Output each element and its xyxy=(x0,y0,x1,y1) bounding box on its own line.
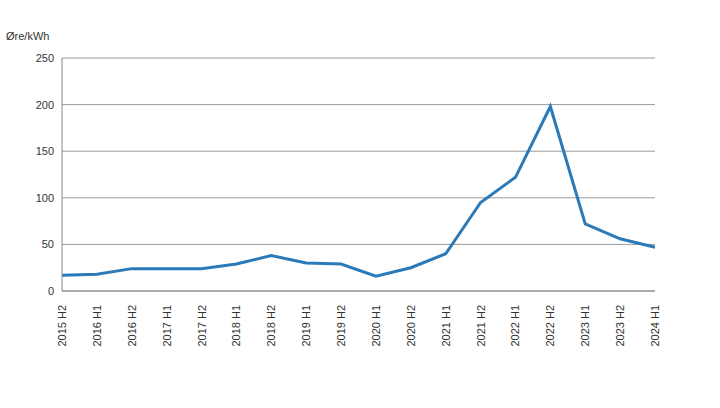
svg-text:150: 150 xyxy=(36,145,54,157)
svg-text:2021 H2: 2021 H2 xyxy=(475,305,487,347)
html-text:Øre/kWh: Øre/kWh xyxy=(6,30,50,42)
svg-text:2023 H1: 2023 H1 xyxy=(579,305,591,347)
svg-text:50: 50 xyxy=(42,238,54,250)
svg-text:100: 100 xyxy=(36,192,54,204)
svg-text:2015 H2: 2015 H2 xyxy=(56,305,68,347)
svg-text:2024 H1: 2024 H1 xyxy=(649,305,661,347)
svg-text:2023 H2: 2023 H2 xyxy=(614,305,626,347)
svg-text:2018 H2: 2018 H2 xyxy=(265,305,277,347)
svg-text:2020 H2: 2020 H2 xyxy=(405,305,417,347)
svg-text:2021 H1: 2021 H1 xyxy=(440,305,452,347)
svg-text:0: 0 xyxy=(48,285,54,297)
svg-text:2016 H2: 2016 H2 xyxy=(126,305,138,347)
svg-text:250: 250 xyxy=(36,52,54,64)
svg-text:2017 H2: 2017 H2 xyxy=(196,305,208,347)
svg-text:2017 H1: 2017 H1 xyxy=(161,305,173,347)
svg-text:2018 H1: 2018 H1 xyxy=(230,305,242,347)
svg-text:2022 H1: 2022 H1 xyxy=(509,305,521,347)
svg-text:2019 H2: 2019 H2 xyxy=(335,305,347,347)
svg-text:200: 200 xyxy=(36,99,54,111)
svg-text:2016 H1: 2016 H1 xyxy=(91,305,103,347)
svg-text:2019 H1: 2019 H1 xyxy=(300,305,312,347)
svg-text:2022 H2: 2022 H2 xyxy=(544,305,556,347)
svg-text:2020 H1: 2020 H1 xyxy=(370,305,382,347)
